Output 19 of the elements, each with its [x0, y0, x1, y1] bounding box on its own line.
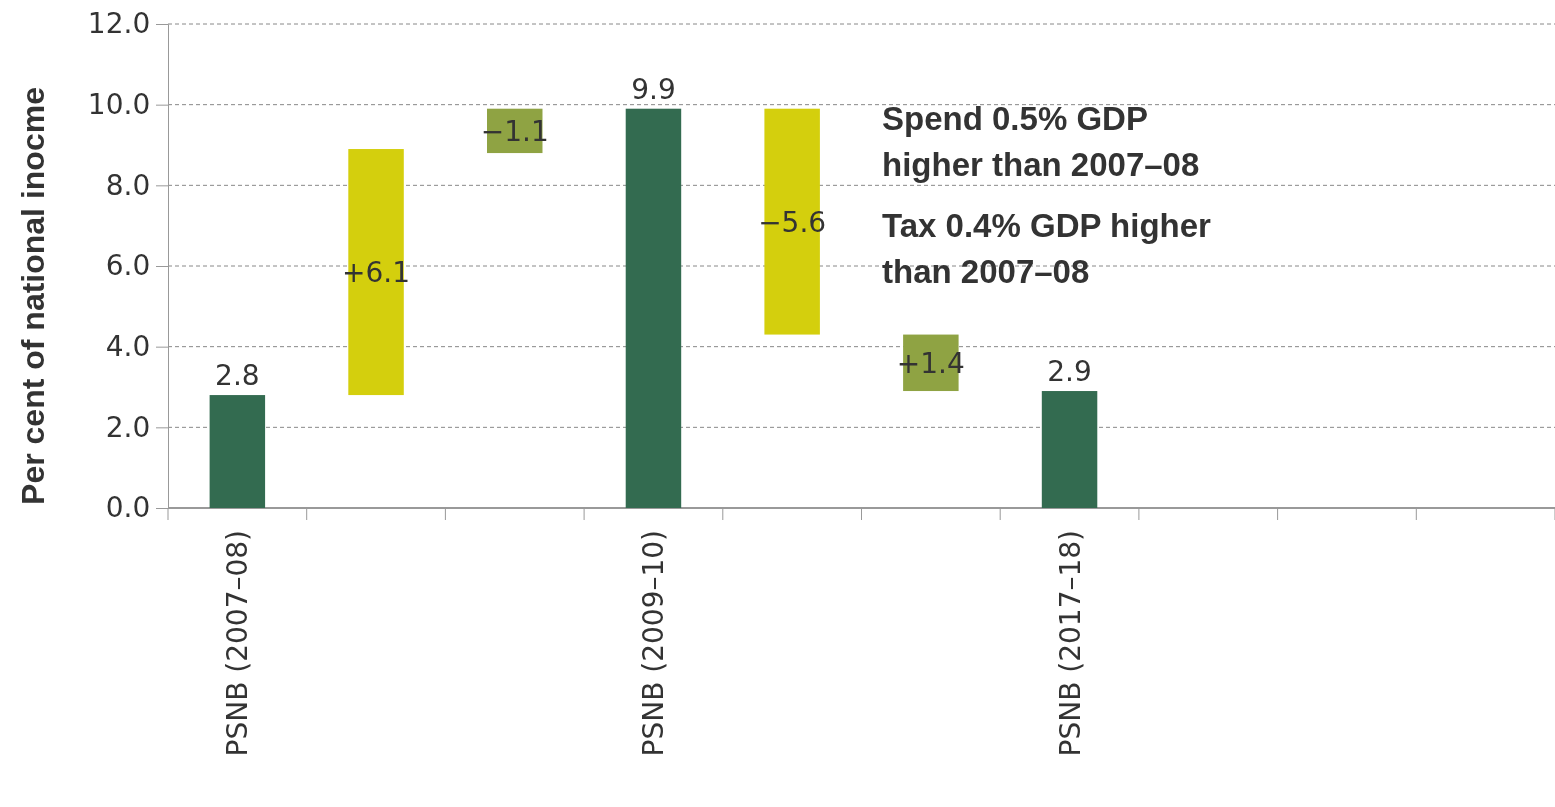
y-tick-label: 10.0 — [87, 88, 151, 122]
bar — [625, 108, 682, 508]
y-tick-label: 6.0 — [105, 249, 151, 283]
bar — [1041, 391, 1098, 508]
y-tick-label: 0.0 — [105, 491, 151, 525]
annotation: Tax 0.4% GDP higher than 2007–08 — [882, 207, 1212, 290]
data-label: 9.9 — [631, 72, 676, 106]
bar — [209, 395, 266, 508]
y-axis-title: Per cent of national inocme — [15, 87, 51, 505]
x-tick-label: PSNB (2017–18) — [1053, 530, 1087, 757]
x-tick-label: PSNB (2007–08) — [221, 530, 255, 757]
data-label: 2.9 — [1047, 355, 1092, 389]
y-tick-label: 8.0 — [105, 168, 151, 202]
x-tick-label: PSNB (2009–10) — [637, 530, 671, 757]
annotation: Spend 0.5% GDP higher than 2007–08 — [882, 100, 1200, 183]
y-tick-label: 4.0 — [105, 330, 151, 364]
y-tick-label: 12.0 — [87, 7, 151, 41]
y-tick-label: 2.0 — [105, 410, 151, 444]
data-label: 2.8 — [215, 359, 260, 393]
